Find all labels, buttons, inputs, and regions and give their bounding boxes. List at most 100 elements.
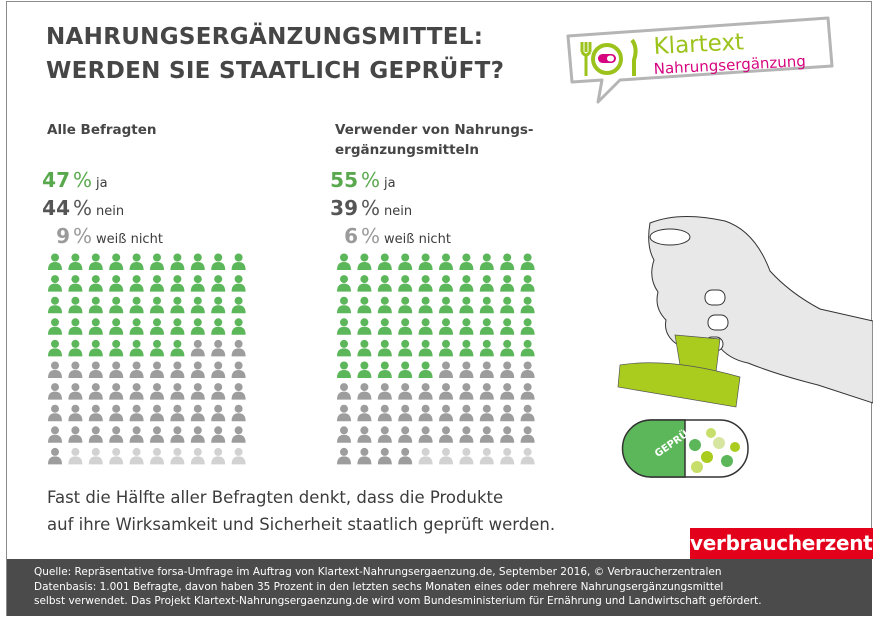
person-icon <box>48 318 62 335</box>
person-icon <box>150 339 164 357</box>
person-icon <box>170 383 185 400</box>
person-icon <box>211 253 226 270</box>
person-icon <box>459 404 474 422</box>
person-icon <box>109 339 124 357</box>
stat-label: weiß nicht <box>96 232 163 247</box>
person-icon <box>520 361 535 378</box>
person-icon <box>377 447 392 465</box>
pictogram-users <box>337 253 535 465</box>
person-icon <box>439 296 453 314</box>
person-icon <box>190 339 205 357</box>
stat-value: 55 <box>330 168 358 192</box>
person-icon <box>109 404 124 422</box>
person-icon <box>231 383 246 400</box>
person-icon <box>439 404 453 422</box>
person-icon <box>439 253 453 270</box>
person-icon <box>357 253 372 270</box>
source-footer: Quelle: Repräsentative forsa-Umfrage im … <box>7 559 872 616</box>
person-icon <box>520 253 535 270</box>
person-icon <box>418 361 433 378</box>
person-icon <box>500 296 515 314</box>
person-icon <box>190 253 205 270</box>
person-icon <box>337 361 351 378</box>
person-icon <box>150 361 164 378</box>
person-icon <box>68 447 83 465</box>
person-icon <box>68 318 83 335</box>
stat-unit: % <box>361 224 381 248</box>
stat-value: 39 <box>330 196 358 220</box>
person-icon <box>418 318 433 335</box>
person-icon <box>357 296 372 314</box>
person-icon <box>479 447 494 465</box>
person-icon <box>88 383 103 400</box>
person-icon <box>479 275 494 292</box>
pictogram-all <box>48 253 246 465</box>
person-icon <box>500 253 515 270</box>
person-icon <box>88 339 103 357</box>
person-icon <box>398 361 413 378</box>
group-label-users: Verwender von Nahrungs- ergänzungsmittel… <box>335 120 534 160</box>
person-icon <box>377 275 392 292</box>
klartext-logo: Klartext Nahrungsergänzung <box>566 16 834 104</box>
person-icon <box>459 253 474 270</box>
stat-value: 47 <box>42 168 70 192</box>
person-icon <box>211 426 226 443</box>
person-icon <box>109 447 124 465</box>
person-icon <box>439 318 453 335</box>
person-icon <box>88 318 103 335</box>
person-icon <box>190 447 205 465</box>
person-icon <box>190 426 205 443</box>
person-icon <box>88 296 103 314</box>
person-icon <box>459 361 474 378</box>
hand-stamp-illustration: GEPRÜFT <box>617 215 873 478</box>
person-icon <box>88 426 103 443</box>
person-icon <box>129 383 144 400</box>
person-icon <box>88 447 103 465</box>
person-icon <box>129 447 144 465</box>
person-icon <box>88 253 103 270</box>
person-icon <box>357 361 372 378</box>
person-icon <box>129 296 144 314</box>
person-icon <box>459 275 474 292</box>
person-icon <box>231 318 246 335</box>
person-icon <box>337 426 351 443</box>
person-icon <box>479 426 494 443</box>
stat-value: 9 <box>56 224 70 248</box>
person-icon <box>459 339 474 357</box>
person-icon <box>439 426 453 443</box>
conclusion-line-2: auf ihre Wirksamkeit und Sicherheit staa… <box>47 515 556 534</box>
person-icon <box>337 296 351 314</box>
person-icon <box>68 404 83 422</box>
person-icon <box>48 253 62 270</box>
conclusion-line-1: Fast die Hälfte aller Befragten denkt, d… <box>47 488 504 507</box>
person-icon <box>48 383 62 400</box>
person-icon <box>398 318 413 335</box>
person-icon <box>48 361 62 378</box>
person-icon <box>520 383 535 400</box>
person-icon <box>520 296 535 314</box>
person-icon <box>68 426 83 443</box>
person-icon <box>520 404 535 422</box>
person-icon <box>520 318 535 335</box>
person-icon <box>109 296 124 314</box>
person-icon <box>150 318 164 335</box>
person-icon <box>48 404 62 422</box>
person-icon <box>231 275 246 292</box>
stat-label: nein <box>96 204 125 219</box>
person-icon <box>418 296 433 314</box>
group-label-users-line2: ergänzungsmitteln <box>335 142 479 158</box>
person-icon <box>48 447 62 465</box>
footer-line-3: selbst verwendet. Das Projekt Klartext-N… <box>34 595 762 607</box>
group-label-all: Alle Befragten <box>47 122 157 138</box>
person-icon <box>337 275 351 292</box>
person-icon <box>520 426 535 443</box>
person-icon <box>109 426 124 443</box>
person-icon <box>129 318 144 335</box>
person-icon <box>439 361 453 378</box>
stat-row-weiß-nicht: 9% weiß nicht <box>40 224 163 252</box>
title-line-1: NAHRUNGSERGÄNZUNGSMITTEL: <box>46 24 484 50</box>
person-icon <box>398 253 413 270</box>
person-icon <box>377 318 392 335</box>
stats-all: 47% ja 44% nein 9% weiß nicht <box>40 168 163 252</box>
person-icon <box>479 253 494 270</box>
